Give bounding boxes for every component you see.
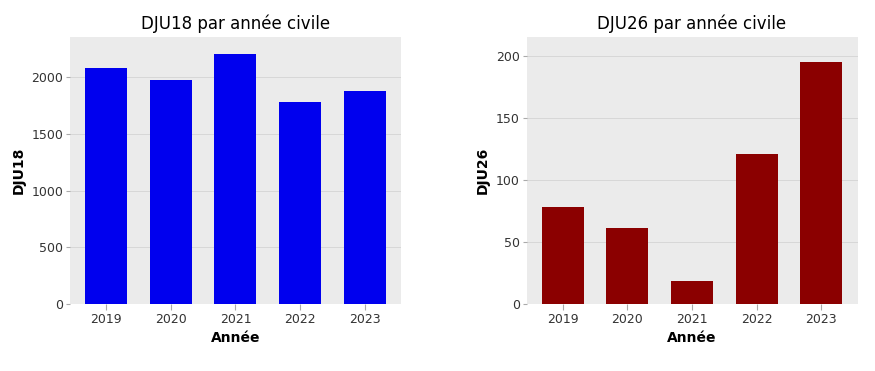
Bar xyxy=(671,280,713,304)
Bar xyxy=(279,102,321,304)
X-axis label: Année: Année xyxy=(668,331,717,345)
Bar xyxy=(344,91,386,304)
Title: DJU18 par année civile: DJU18 par année civile xyxy=(141,14,330,33)
Y-axis label: DJU18: DJU18 xyxy=(11,147,25,194)
X-axis label: Année: Année xyxy=(211,331,260,345)
Bar xyxy=(736,154,778,304)
Title: DJU26 par année civile: DJU26 par année civile xyxy=(598,14,787,33)
Bar xyxy=(801,62,843,304)
Bar xyxy=(85,68,127,304)
Bar xyxy=(542,207,584,304)
Bar xyxy=(606,229,648,304)
Bar xyxy=(214,54,256,304)
Bar xyxy=(150,80,192,304)
Y-axis label: DJU26: DJU26 xyxy=(476,147,490,194)
